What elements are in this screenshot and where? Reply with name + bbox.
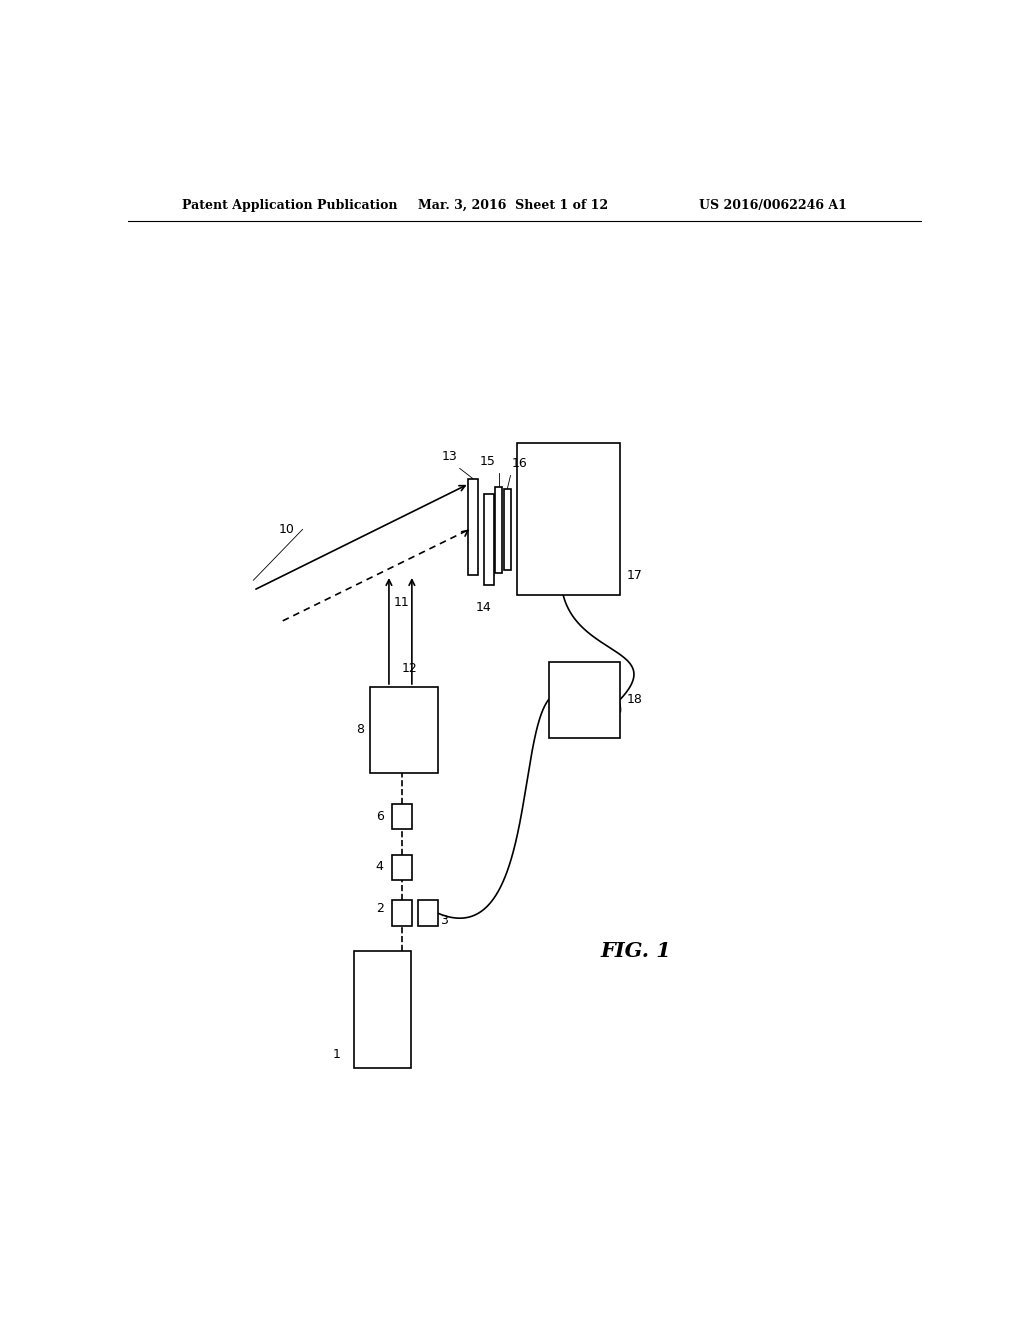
Bar	[504, 488, 511, 570]
Bar	[483, 494, 494, 585]
Text: 2: 2	[376, 902, 384, 915]
Text: 18: 18	[627, 693, 642, 706]
Text: Patent Application Publication: Patent Application Publication	[182, 199, 397, 213]
Text: 8: 8	[356, 723, 365, 737]
Text: 14: 14	[476, 601, 492, 614]
Text: FIG. 1: FIG. 1	[600, 941, 672, 961]
Text: 15: 15	[479, 455, 496, 469]
Text: US 2016/0062246 A1: US 2016/0062246 A1	[699, 199, 847, 213]
Text: 11: 11	[394, 597, 410, 609]
Text: 6: 6	[376, 809, 384, 822]
Bar	[549, 661, 621, 738]
Bar	[392, 854, 412, 880]
Bar	[392, 900, 412, 925]
Text: 4: 4	[376, 861, 384, 874]
Bar	[517, 444, 621, 595]
Text: 12: 12	[401, 661, 418, 675]
Text: 3: 3	[440, 915, 447, 927]
Text: 16: 16	[512, 458, 527, 470]
Bar	[418, 900, 437, 925]
Text: 13: 13	[441, 450, 458, 463]
Bar	[496, 487, 502, 573]
Text: 10: 10	[279, 523, 295, 536]
Text: 1: 1	[333, 1048, 341, 1061]
Text: 17: 17	[627, 569, 642, 582]
Bar	[468, 479, 478, 576]
Bar	[392, 804, 412, 829]
Text: Mar. 3, 2016  Sheet 1 of 12: Mar. 3, 2016 Sheet 1 of 12	[418, 199, 608, 213]
Bar	[354, 952, 412, 1068]
Bar	[370, 686, 437, 774]
